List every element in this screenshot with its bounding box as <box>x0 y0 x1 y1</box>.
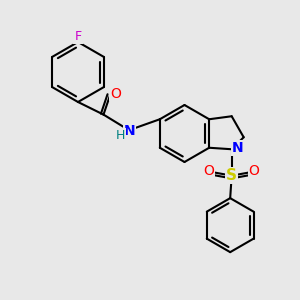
Text: N: N <box>124 124 135 138</box>
Text: S: S <box>226 168 237 183</box>
Text: O: O <box>110 87 121 100</box>
Text: O: O <box>249 164 260 178</box>
Text: H: H <box>116 129 125 142</box>
Text: O: O <box>204 164 214 178</box>
Text: N: N <box>232 141 244 155</box>
Text: F: F <box>74 30 82 43</box>
